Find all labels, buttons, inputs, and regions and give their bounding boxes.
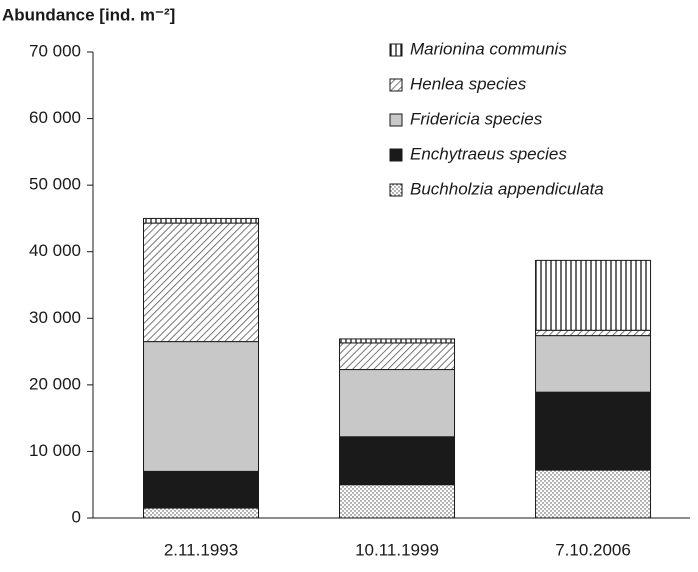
bar-segment [143, 222, 260, 343]
legend-swatch [389, 148, 403, 162]
bar-segment [339, 342, 456, 371]
legend-swatch [389, 43, 403, 57]
bar-segment [535, 469, 652, 519]
bar-segment [143, 217, 260, 224]
y-tick-label: 50 000 [29, 175, 81, 194]
x-tick-label: 10.11.1999 [355, 540, 439, 559]
bar-segment [339, 338, 456, 344]
legend-label: Henlea species [410, 74, 527, 93]
bar-segment [339, 369, 456, 438]
bar-segment [143, 341, 260, 472]
x-tick-label: 2.11.1993 [164, 540, 238, 559]
y-tick-label: 70 000 [29, 41, 81, 60]
legend-label: Buchholzia appendiculata [410, 179, 604, 198]
bar-segment [535, 335, 652, 393]
legend-swatch [389, 113, 403, 127]
bar-segment [535, 259, 652, 331]
legend-label: Enchytraeus species [410, 144, 567, 163]
bar-segment [339, 484, 456, 519]
legend-swatch [389, 78, 403, 92]
y-tick-label: 20 000 [29, 374, 81, 393]
bar-segment [143, 507, 260, 519]
y-axis-label: Abundance [ind. m⁻²] [2, 5, 175, 24]
y-tick-label: 60 000 [29, 108, 81, 127]
legend-swatch [389, 183, 403, 197]
legend-label: Marionina communis [410, 39, 567, 58]
legend-label: Fridericia species [410, 109, 543, 128]
bar-segment [535, 329, 652, 337]
bar-segment [143, 470, 260, 509]
y-tick-label: 0 [72, 507, 81, 526]
bar-segment [535, 391, 652, 471]
y-tick-label: 30 000 [29, 308, 81, 327]
bar-segment [339, 436, 456, 486]
y-tick-label: 10 000 [29, 441, 81, 460]
y-tick-label: 40 000 [29, 241, 81, 260]
x-tick-label: 7.10.2006 [555, 540, 631, 559]
